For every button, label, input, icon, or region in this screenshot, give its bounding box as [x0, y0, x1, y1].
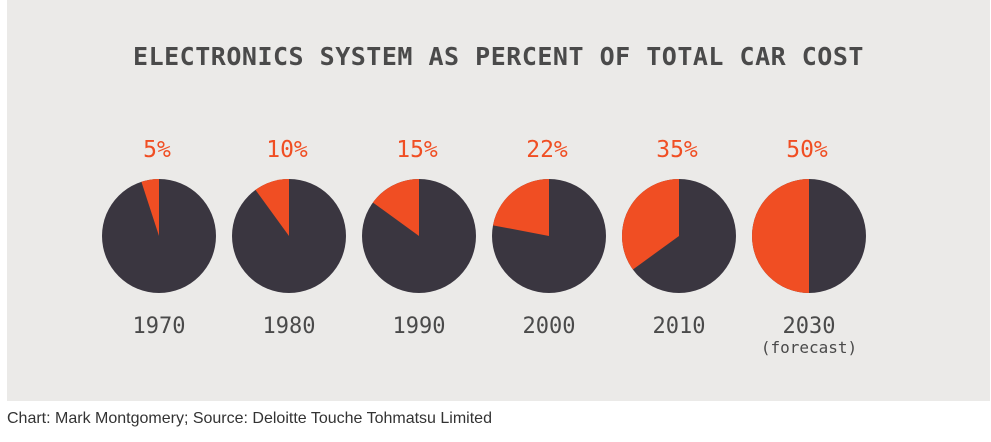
pie-value-label: 10% — [266, 137, 308, 163]
pie-value-label: 35% — [656, 137, 698, 163]
pie-year-label: 2010 — [653, 314, 706, 339]
pie-slice-electronics — [622, 179, 679, 270]
pie-2010: 35% 2010 — [622, 137, 736, 339]
pie-value-label: 22% — [526, 137, 568, 163]
chart-panel: ELECTRONICS SYSTEM AS PERCENT OF TOTAL C… — [7, 0, 990, 401]
pie-slice-electronics — [372, 179, 419, 236]
pie-year-label: 1970 — [133, 314, 186, 339]
pie-slice-electronics — [752, 179, 809, 293]
pie-1970: 5% 1970 — [102, 137, 216, 339]
pie-1990: 15% 1990 — [362, 137, 476, 339]
pie-2000: 22% 2000 — [492, 137, 606, 339]
chart-title: ELECTRONICS SYSTEM AS PERCENT OF TOTAL C… — [133, 42, 864, 71]
pie-slice-electronics — [255, 179, 289, 236]
pie-2030: 50% 2030(forecast) — [752, 137, 866, 357]
pie-year-label: 2000 — [523, 314, 576, 339]
pie-value-label: 5% — [143, 137, 171, 163]
pie-value-label: 50% — [786, 137, 828, 163]
pie-year-label: 1980 — [263, 314, 316, 339]
pie-slice-electronics — [493, 179, 549, 236]
pie-1980: 10% 1980 — [232, 137, 346, 339]
chart-caption: Chart: Mark Montgomery; Source: Deloitte… — [7, 410, 492, 427]
pie-note-label: (forecast) — [761, 338, 857, 357]
pie-charts: 5% 1970 10% 1980 15% 1990 22% 2000 35% 2010 50% 203… — [102, 137, 866, 357]
pie-year-label: 1990 — [393, 314, 446, 339]
pie-year-label: 2030 — [783, 314, 836, 339]
pie-value-label: 15% — [396, 137, 438, 163]
pie-slice-electronics — [141, 179, 159, 236]
